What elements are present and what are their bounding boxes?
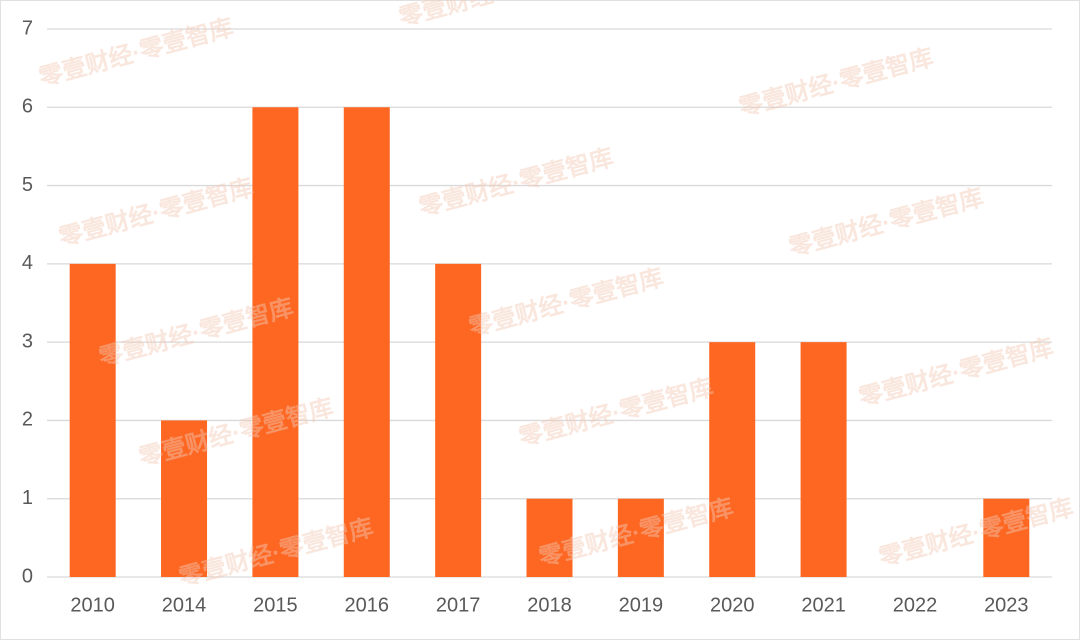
y-tick-label: 1 (22, 487, 33, 509)
bar (800, 342, 847, 577)
x-tick-label: 2018 (527, 594, 572, 616)
y-tick-label: 3 (22, 330, 33, 352)
y-tick-label: 5 (22, 174, 33, 196)
x-tick-label: 2010 (70, 594, 115, 616)
x-tick-label: 2015 (253, 594, 298, 616)
bar (343, 107, 390, 578)
y-tick-label: 4 (22, 252, 33, 274)
x-tick-label: 2021 (801, 594, 846, 616)
bar (161, 420, 208, 577)
bar (983, 498, 1030, 577)
x-tick-label: 2023 (984, 594, 1029, 616)
bar (617, 498, 664, 577)
bar-layer (69, 107, 1030, 578)
x-tick-label: 2014 (162, 594, 207, 616)
y-tick-label: 0 (22, 565, 33, 587)
y-tick-label: 6 (22, 96, 33, 118)
y-tick-label: 7 (22, 17, 33, 39)
x-tick-label: 2020 (710, 594, 755, 616)
bar (709, 342, 756, 577)
bar (435, 263, 482, 577)
x-tick-label: 2019 (619, 594, 664, 616)
bar (526, 498, 573, 577)
bar (69, 263, 116, 577)
x-tick-label: 2017 (436, 594, 481, 616)
x-tick-label: 2022 (893, 594, 938, 616)
bar (252, 107, 299, 578)
y-tick-label: 2 (22, 409, 33, 431)
x-tick-label: 2016 (345, 594, 390, 616)
